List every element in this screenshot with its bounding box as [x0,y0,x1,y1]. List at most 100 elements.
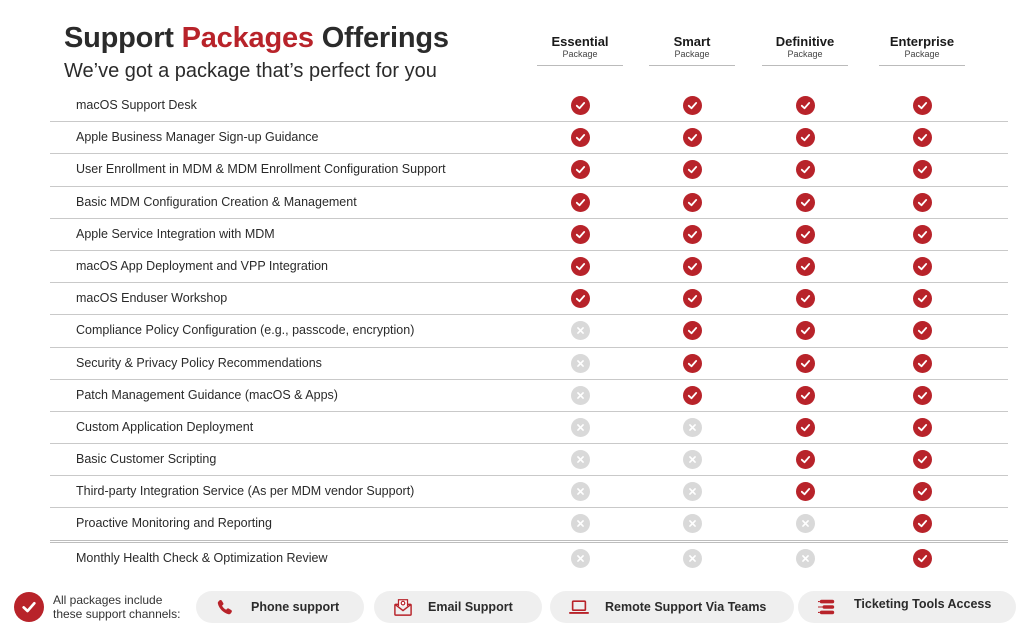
channel-email-label: Email Support [428,600,513,614]
check-icon [682,385,702,405]
check-icon [912,548,932,568]
package-name: Enterprise [889,34,955,49]
cross-icon [570,482,590,502]
package-header-enterprise: Enterprise Package [879,35,965,66]
feature-label: Third-party Integration Service (As per … [76,484,415,499]
cross-icon [682,417,702,437]
table-row: macOS Enduser Workshop [50,283,1008,316]
table-row: Patch Management Guidance (macOS & Apps) [50,380,1008,412]
check-icon [570,256,590,276]
check-icon [795,321,815,341]
feature-label: Basic MDM Configuration Creation & Manag… [76,194,357,209]
package-subtitle: Package [787,49,823,59]
table-row: Apple Service Integration with MDM [50,219,1008,251]
check-icon [912,417,932,437]
check-icon [570,289,590,309]
channel-remote-support[interactable]: Remote Support Via Teams [550,591,794,623]
table-row: Compliance Policy Configuration (e.g., p… [50,315,1008,348]
table-row: Proactive Monitoring and Reporting [50,508,1008,543]
feature-label: User Enrollment in MDM & MDM Enrollment … [76,162,446,177]
laptop-icon [568,597,590,617]
check-icon [912,289,932,309]
feature-label: Basic Customer Scripting [76,452,217,467]
channel-remote-label: Remote Support Via Teams [605,600,767,614]
feature-label: macOS Enduser Workshop [76,291,228,306]
phone-icon [214,597,236,617]
check-icon [912,482,932,502]
table-row: Security & Privacy Policy Recommendation… [50,348,1008,380]
feature-label: Apple Service Integration with MDM [76,226,275,241]
title-part-2: Offerings [313,22,449,54]
check-icon [912,160,932,180]
check-icon [912,353,932,373]
cross-icon [682,514,702,534]
check-icon [912,192,932,212]
check-icon [682,256,702,276]
check-icon [912,224,932,244]
check-icon [682,321,702,341]
table-row: Basic MDM Configuration Creation & Manag… [50,187,1008,219]
check-icon [795,224,815,244]
check-icon [682,289,702,309]
package-subtitle: Package [904,49,940,59]
page-title: Support Packages Offerings [64,22,449,55]
check-icon [795,385,815,405]
table-row: Basic Customer Scripting [50,444,1008,477]
check-icon [682,96,702,115]
page-subtitle: We’ve got a package that’s perfect for y… [64,60,437,82]
email-icon [392,597,414,617]
table-row: Custom Application Deployment [50,412,1008,445]
cross-icon [682,548,702,568]
check-icon [912,256,932,276]
check-icon [912,321,932,341]
feature-label: Proactive Monitoring and Reporting [76,516,272,531]
check-icon [570,192,590,212]
feature-label: macOS Support Desk [76,98,197,112]
title-part-1: Support [64,22,182,54]
table-row: macOS App Deployment and VPP Integration [50,251,1008,284]
table-row: macOS Support Desk [50,90,1008,123]
feature-label: macOS App Deployment and VPP Integration [76,258,329,273]
package-header-definitive: Definitive Package [762,35,848,66]
table-row: Monthly Health Check & Optimization Revi… [50,543,1008,574]
cross-icon [795,548,815,568]
ticketing-icon [816,597,838,617]
check-icon [795,256,815,276]
check-icon [14,592,44,622]
channels-note: All packages include these support chann… [53,593,193,621]
channel-phone-support[interactable]: Phone support [196,591,364,623]
check-icon [795,450,815,470]
check-icon [912,450,932,470]
check-icon [795,96,815,115]
package-subtitle: Package [674,49,710,59]
cross-icon [570,450,590,470]
channels-note-line-2: these support channels: [53,607,181,621]
table-row: Third-party Integration Service (As per … [50,476,1008,509]
check-icon [912,128,932,148]
feature-label: Compliance Policy Configuration (e.g., p… [76,323,415,338]
check-icon [570,128,590,148]
footer: All packages include these support chann… [0,586,1024,630]
check-icon [570,160,590,180]
channel-ticketing-label: Ticketing Tools Access [854,597,992,611]
feature-label: Security & Privacy Policy Recommendation… [76,355,322,370]
channels-note-line-1: All packages include [53,593,163,607]
table-row: Apple Business Manager Sign-up Guidance [50,122,1008,155]
cross-icon [570,417,590,437]
package-name: Essential [551,34,609,49]
channel-ticketing-tools[interactable]: Ticketing Tools Access [798,591,1016,623]
channel-phone-label: Phone support [251,600,340,614]
feature-label: Apple Business Manager Sign-up Guidance [76,130,319,145]
check-icon [912,514,932,534]
feature-label: Patch Management Guidance (macOS & Apps) [76,387,338,402]
cross-icon [682,482,702,502]
features-table: macOS Support Desk Apple Business Manager… [50,90,1008,574]
feature-label: Monthly Health Check & Optimization Revi… [76,550,328,565]
table-row: User Enrollment in MDM & MDM Enrollment … [50,154,1008,187]
package-subtitle: Package [562,49,598,59]
check-icon [682,160,702,180]
check-icon [795,353,815,373]
package-name: Smart [673,34,711,49]
check-icon [795,482,815,502]
channel-email-support[interactable]: Email Support [374,591,542,623]
